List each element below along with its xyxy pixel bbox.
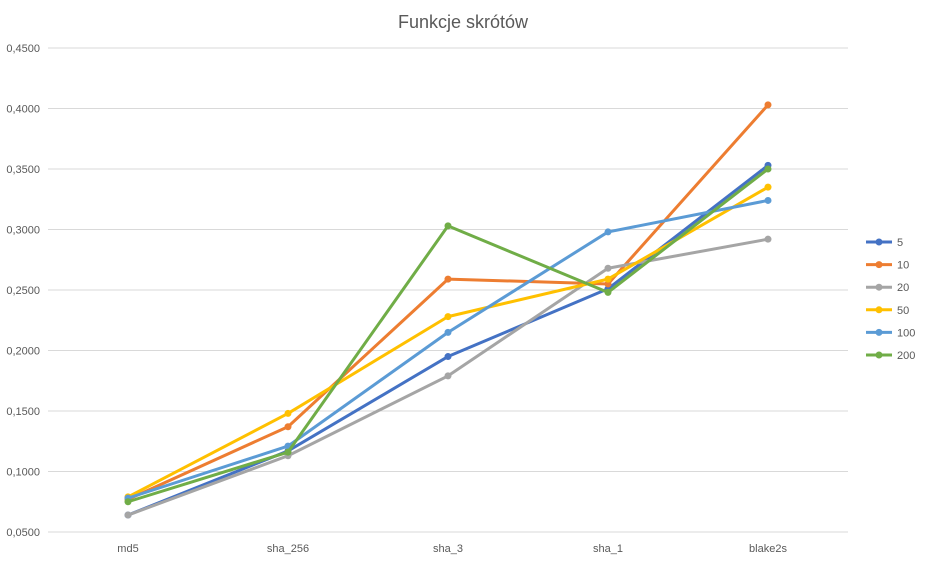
legend-label: 100 [897, 327, 915, 339]
y-tick-label: 0,3500 [6, 164, 40, 176]
data-point [764, 165, 772, 173]
data-point [124, 498, 132, 506]
legend: 5 10 20 50 100 200 [866, 237, 915, 362]
legend-label: 50 [897, 305, 909, 317]
gridlines [48, 47, 848, 533]
legend-item: 100 [866, 327, 915, 339]
data-point [284, 409, 292, 417]
series-lines [124, 101, 772, 519]
y-tick-label: 0,0500 [6, 527, 40, 539]
data-point [444, 222, 452, 230]
x-tick-label: blake2s [749, 543, 787, 555]
series-line [126, 103, 770, 501]
y-tick-label: 0,2500 [6, 285, 40, 297]
legend-swatch-marker [875, 306, 883, 314]
legend-swatch-marker [875, 283, 883, 291]
legend-item: 20 [866, 282, 909, 294]
data-point [444, 353, 452, 361]
x-tick-label: md5 [117, 543, 138, 555]
y-tick-label: 0,1500 [6, 406, 40, 418]
legend-item: 50 [866, 305, 909, 317]
x-tick-label: sha_256 [267, 543, 309, 555]
data-point [764, 196, 772, 204]
x-tick-label: sha_1 [593, 543, 623, 555]
legend-item: 200 [866, 350, 915, 362]
y-tick-label: 0,1000 [6, 467, 40, 479]
data-point [604, 280, 612, 288]
data-point [604, 264, 612, 272]
data-point [284, 448, 292, 456]
data-point [604, 228, 612, 236]
data-point [764, 101, 772, 109]
data-point [444, 372, 452, 380]
legend-swatch-marker [875, 238, 883, 246]
legend-label: 200 [897, 350, 915, 362]
data-point [764, 235, 772, 243]
series-50 [124, 183, 772, 501]
legend-label: 5 [897, 237, 903, 249]
legend-item: 5 [866, 237, 903, 249]
legend-swatch-marker [875, 261, 883, 269]
legend-item: 10 [866, 260, 909, 272]
data-point [764, 183, 772, 191]
series-line [126, 185, 770, 499]
data-point [604, 288, 612, 296]
data-point [444, 275, 452, 283]
data-point [284, 423, 292, 431]
legend-swatch-marker [875, 351, 883, 359]
chart-title: Funkcje skrótów [398, 12, 529, 32]
series-5 [124, 161, 772, 519]
y-tick-label: 0,4500 [6, 43, 40, 55]
y-tick-label: 0,2000 [6, 346, 40, 358]
data-point [604, 275, 612, 283]
x-tick-label: sha_3 [433, 543, 463, 555]
legend-label: 20 [897, 282, 909, 294]
series-200 [124, 165, 772, 506]
series-10 [124, 101, 772, 503]
x-axis-ticks: md5 sha_256 sha_3 sha_1 blake2s [117, 543, 787, 555]
y-tick-label: 0,3000 [6, 225, 40, 237]
y-tick-label: 0,4000 [6, 104, 40, 116]
data-point [444, 328, 452, 336]
y-axis-ticks: 0,0500 0,1000 0,1500 0,2000 0,2500 0,3000 0,35… [6, 43, 40, 539]
data-point [124, 511, 132, 519]
legend-label: 10 [897, 260, 909, 272]
legend-swatch-marker [875, 328, 883, 336]
series-line [126, 198, 770, 500]
data-point [444, 313, 452, 321]
